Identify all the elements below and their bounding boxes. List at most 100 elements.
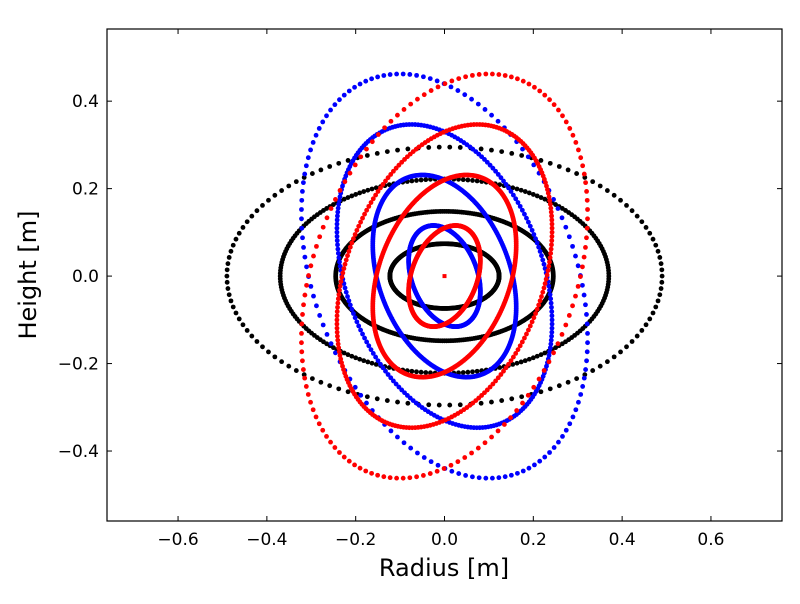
data-point bbox=[551, 350, 556, 356]
data-point bbox=[300, 367, 306, 372]
data-point bbox=[514, 360, 520, 366]
y-tick-label: 0.2 bbox=[72, 180, 99, 200]
data-point bbox=[526, 190, 532, 196]
data-point bbox=[606, 276, 612, 282]
data-point bbox=[334, 238, 340, 244]
data-point bbox=[293, 368, 299, 373]
data-point bbox=[337, 194, 343, 200]
data-point bbox=[584, 349, 590, 355]
data-point bbox=[226, 255, 232, 260]
data-point bbox=[382, 125, 388, 131]
data-point bbox=[449, 78, 455, 84]
data-point bbox=[538, 158, 544, 163]
data-point bbox=[495, 375, 501, 381]
data-point bbox=[549, 234, 555, 239]
data-point bbox=[373, 192, 379, 198]
data-point bbox=[423, 177, 429, 183]
data-point bbox=[536, 244, 542, 250]
data-point bbox=[306, 273, 311, 278]
data-point bbox=[334, 317, 340, 323]
data-point bbox=[304, 264, 309, 270]
data-point bbox=[414, 369, 419, 375]
data-point bbox=[547, 450, 552, 455]
data-point bbox=[240, 225, 246, 230]
data-point bbox=[489, 112, 494, 118]
data-point bbox=[434, 468, 440, 474]
data-point bbox=[548, 205, 554, 211]
data-point bbox=[353, 355, 359, 361]
data-point bbox=[639, 219, 645, 225]
data-point bbox=[309, 171, 315, 176]
data-point bbox=[447, 402, 453, 408]
data-point bbox=[378, 185, 383, 191]
data-point bbox=[509, 396, 515, 402]
data-point bbox=[345, 294, 350, 299]
data-point bbox=[395, 112, 400, 118]
data-point bbox=[508, 189, 514, 194]
data-point bbox=[573, 140, 579, 145]
data-point bbox=[420, 473, 426, 478]
data-point bbox=[449, 468, 455, 474]
data-point bbox=[240, 322, 246, 328]
data-point bbox=[299, 225, 305, 231]
data-point bbox=[370, 350, 376, 356]
data-point bbox=[415, 96, 420, 102]
data-point bbox=[336, 201, 342, 207]
data-point bbox=[337, 287, 342, 293]
data-point bbox=[279, 188, 285, 193]
data-point bbox=[375, 74, 381, 80]
data-point bbox=[361, 358, 367, 364]
data-point bbox=[566, 234, 572, 240]
data-point bbox=[531, 162, 537, 168]
data-point bbox=[394, 475, 400, 481]
data-point bbox=[549, 304, 554, 310]
data-point bbox=[560, 113, 565, 119]
data-point bbox=[489, 71, 495, 77]
data-point bbox=[520, 78, 526, 84]
data-point bbox=[337, 450, 342, 455]
data-point bbox=[338, 356, 344, 362]
data-point bbox=[541, 368, 547, 373]
data-point bbox=[590, 179, 596, 185]
data-point bbox=[581, 375, 587, 381]
data-point bbox=[549, 221, 555, 227]
data-point bbox=[335, 333, 340, 339]
data-point bbox=[556, 439, 561, 445]
data-point bbox=[435, 84, 441, 90]
data-point bbox=[405, 400, 411, 406]
data-point bbox=[384, 398, 390, 403]
data-point bbox=[624, 202, 629, 208]
data-point bbox=[317, 234, 323, 240]
data-point bbox=[556, 164, 562, 169]
data-point bbox=[474, 368, 480, 374]
data-point bbox=[548, 296, 554, 302]
data-point bbox=[583, 367, 589, 372]
data-point bbox=[300, 358, 305, 364]
data-point bbox=[361, 189, 367, 194]
data-point bbox=[386, 182, 392, 188]
data-point bbox=[584, 188, 589, 194]
data-point bbox=[302, 292, 308, 298]
data-point bbox=[441, 466, 447, 471]
data-point bbox=[375, 472, 381, 478]
data-point bbox=[515, 200, 521, 205]
data-point bbox=[424, 224, 430, 230]
data-point bbox=[303, 384, 309, 389]
data-point bbox=[498, 175, 504, 181]
data-point bbox=[526, 327, 531, 333]
data-point bbox=[611, 354, 617, 360]
data-point bbox=[578, 155, 584, 161]
data-point bbox=[501, 368, 506, 374]
data-point bbox=[531, 315, 537, 321]
data-point bbox=[580, 163, 586, 169]
data-point bbox=[365, 359, 371, 365]
data-point bbox=[335, 246, 341, 252]
data-point bbox=[585, 207, 590, 212]
data-point bbox=[462, 92, 468, 98]
data-point bbox=[565, 379, 571, 385]
data-point bbox=[342, 261, 348, 267]
data-point bbox=[390, 124, 395, 130]
data-point bbox=[427, 471, 433, 476]
data-point bbox=[224, 279, 230, 285]
data-point bbox=[482, 440, 488, 446]
